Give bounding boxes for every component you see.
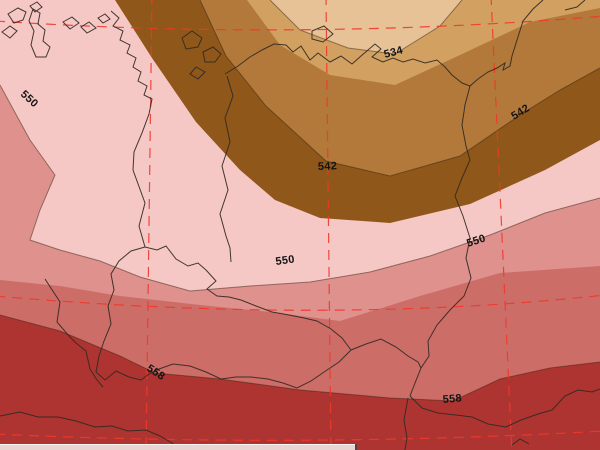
denmark-islands <box>1 1 111 39</box>
czech-south-west-border <box>95 246 352 389</box>
eastern-border <box>409 85 472 397</box>
contour-label: 558 <box>442 392 462 406</box>
contour-label: 550 <box>275 253 296 268</box>
bottom-panel-edge-shadow <box>355 444 357 450</box>
czech-north-border <box>144 245 352 351</box>
oder-border <box>219 75 234 263</box>
graticule-meridian-left <box>145 0 153 450</box>
contour-line-542 <box>199 0 600 177</box>
jutland-coast <box>28 8 51 58</box>
austria-branch-border <box>403 397 409 450</box>
contour-lines <box>0 0 600 402</box>
contour-line-558 <box>0 314 600 402</box>
contour-label: 550 <box>465 232 487 249</box>
small-border-bits <box>511 0 586 446</box>
german-coast-elbe <box>110 10 153 248</box>
bottom-panel-edge[interactable] <box>0 444 357 450</box>
contour-label: 542 <box>318 160 338 173</box>
bottom-panel-highlight <box>0 444 357 445</box>
graticule-meridian-right <box>490 0 513 450</box>
bottom-panel-track[interactable] <box>0 444 357 450</box>
bornholm-island <box>311 25 334 43</box>
baltic-coastline <box>224 0 544 87</box>
graticule-parallel-bottom <box>0 430 600 441</box>
slovakia-north-border <box>350 338 422 369</box>
graticule-parallel-top <box>0 15 600 31</box>
contour-line-534 <box>269 0 463 55</box>
graticule-parallel-mid <box>0 294 600 311</box>
contour-line-550 <box>0 84 600 292</box>
hungary-border <box>409 388 600 428</box>
contour-label: 534 <box>383 44 405 61</box>
alps-border-chain <box>0 411 180 450</box>
west-border-squiggle <box>44 278 104 388</box>
ruegen-islands <box>181 30 222 80</box>
contour-labels: 550 534 542 542 550 550 558 558 <box>18 44 532 406</box>
contour-band-below-534 <box>270 0 462 54</box>
graticule-meridian-center <box>325 0 332 450</box>
